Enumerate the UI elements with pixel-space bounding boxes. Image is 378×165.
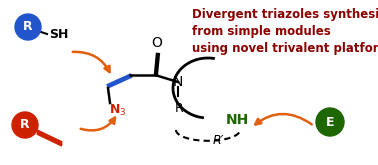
Text: from simple modules: from simple modules — [192, 25, 331, 38]
Text: O: O — [152, 36, 163, 50]
Text: E: E — [326, 115, 334, 129]
Circle shape — [15, 14, 41, 40]
Circle shape — [12, 112, 38, 138]
Text: NH: NH — [225, 113, 249, 127]
Circle shape — [316, 108, 344, 136]
Text: Divergent triazoles synthesis: Divergent triazoles synthesis — [192, 8, 378, 21]
Text: R: R — [175, 102, 183, 115]
Text: using novel trivalent platforms: using novel trivalent platforms — [192, 42, 378, 55]
Text: R: R — [20, 118, 30, 132]
Text: R: R — [23, 20, 33, 33]
Text: N$_3$: N$_3$ — [109, 102, 127, 117]
Text: SH: SH — [49, 29, 68, 42]
Text: R′: R′ — [212, 133, 224, 147]
Text: N: N — [173, 75, 183, 89]
